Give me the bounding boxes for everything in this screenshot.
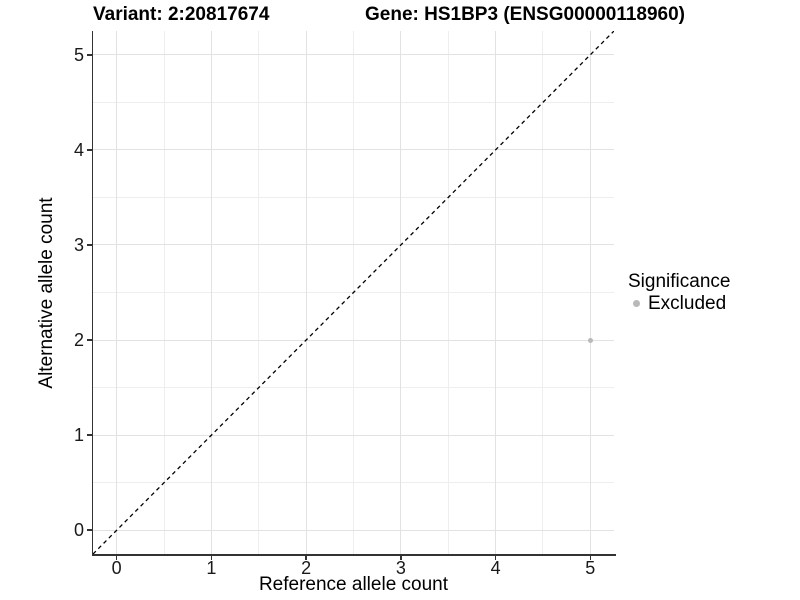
x-tick-label: 3	[395, 558, 406, 578]
x-tick-label: 0	[111, 558, 122, 578]
x-major-gridline	[400, 31, 402, 554]
x-major-gridline	[589, 31, 591, 554]
x-axis-title: Reference allele count	[258, 574, 449, 595]
y-tick-label: 1	[73, 425, 84, 446]
x-axis-tick	[115, 555, 118, 560]
y-axis-tick	[86, 149, 92, 151]
x-axis-tick	[494, 555, 497, 560]
y-axis-title: Alternative allele count	[36, 197, 57, 389]
y-minor-gridline	[93, 482, 614, 484]
x-axis-tick	[589, 555, 592, 560]
x-axis-tick	[210, 555, 213, 560]
y-axis-tick	[86, 529, 92, 531]
x-axis-tick	[400, 555, 402, 560]
y-tick-label: 2	[73, 330, 84, 351]
x-axis-tick	[305, 555, 307, 560]
x-tick-label: 2	[301, 558, 312, 578]
x-major-gridline	[495, 31, 497, 554]
y-major-gridline	[93, 529, 614, 531]
y-tick-label: 5	[73, 44, 84, 65]
x-major-gridline	[305, 31, 307, 554]
plot-panel	[93, 31, 614, 554]
y-minor-gridline	[93, 387, 614, 389]
gene-title: Gene: HS1BP3 (ENSG00000118960)	[365, 4, 686, 25]
x-axis-line	[91, 554, 616, 556]
x-tick-label: 1	[206, 558, 217, 578]
y-tick-label: 4	[73, 139, 84, 160]
y-major-gridline	[93, 339, 614, 341]
x-major-gridline	[116, 31, 118, 554]
legend: Significance Excluded	[628, 271, 730, 314]
identity-reference-line	[93, 31, 614, 554]
variant-title: Variant: 2:20817674	[93, 4, 270, 25]
y-minor-gridline	[93, 101, 614, 103]
y-major-gridline	[93, 149, 614, 151]
legend-item-label: Excluded	[648, 293, 727, 314]
y-axis-tick	[86, 244, 92, 246]
x-major-gridline	[210, 31, 212, 554]
x-tick-label: 5	[585, 558, 596, 578]
y-major-gridline	[93, 54, 614, 56]
legend-title: Significance	[628, 271, 731, 292]
y-major-gridline	[93, 434, 614, 436]
data-point	[587, 337, 593, 343]
y-minor-gridline	[93, 196, 614, 198]
legend-point-icon	[633, 300, 640, 307]
legend-item-excluded: Excluded	[628, 293, 730, 314]
x-tick-label: 4	[490, 558, 501, 578]
y-axis-line	[91, 31, 93, 555]
y-major-gridline	[93, 244, 614, 246]
y-axis-tick	[86, 54, 92, 56]
y-tick-label: 0	[73, 520, 84, 541]
y-axis-tick	[86, 434, 92, 436]
y-axis-tick	[86, 339, 92, 341]
y-tick-label: 3	[73, 234, 84, 255]
